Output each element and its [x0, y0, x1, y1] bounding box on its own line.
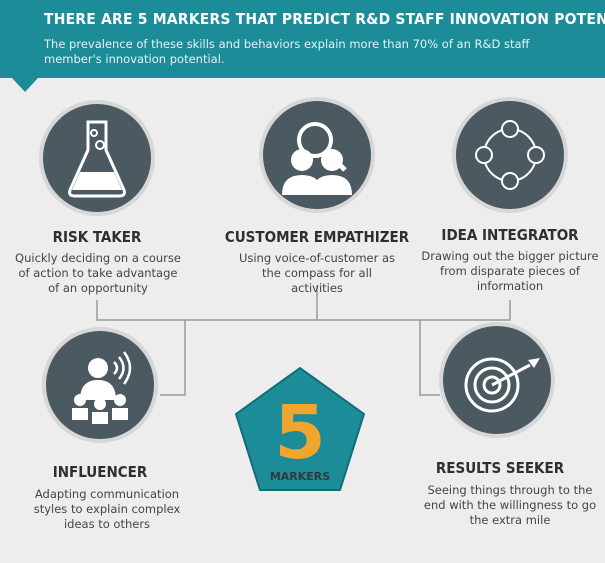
header-notch: [12, 78, 38, 92]
header-band: [0, 0, 605, 78]
header-title: THERE ARE 5 MARKERS THAT PREDICT R&D STA…: [44, 10, 605, 28]
marker-title: RISK TAKER: [52, 228, 142, 246]
marker-title: CUSTOMER EMPATHIZER: [224, 228, 410, 246]
center-number: 5: [274, 390, 326, 476]
marker-title: RESULTS SEEKER: [435, 459, 565, 477]
center-pentagon: [235, 367, 365, 491]
marker-description: Adapting communication styles to explain…: [33, 487, 181, 531]
marker-description: Quickly deciding on a course of action t…: [15, 251, 181, 295]
marker-title: IDEA INTEGRATOR: [441, 226, 579, 244]
connectors: [96, 285, 511, 396]
marker-description: Drawing out the bigger picture from disp…: [421, 249, 599, 293]
marker-description: Seeing things through to the end with th…: [423, 483, 597, 527]
icons: [68, 120, 545, 424]
marker-description: Using voice-of-customer as the compass f…: [238, 251, 396, 295]
marker-title: INFLUENCER: [52, 463, 148, 481]
header-subtitle: The prevalence of these skills and behav…: [44, 37, 530, 66]
center-label: MARKERS: [270, 470, 330, 483]
